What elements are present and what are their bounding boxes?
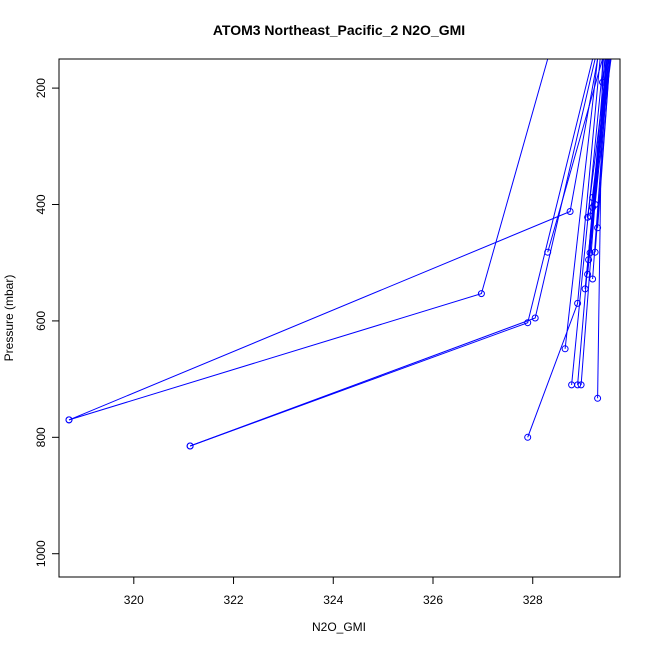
data-point <box>594 394 602 402</box>
profile-line <box>564 59 599 349</box>
y-tick-label: 600 <box>34 311 48 331</box>
profile-line <box>68 59 549 421</box>
data-point <box>581 285 589 293</box>
profile-line <box>597 59 611 228</box>
x-axis-label: N2O_GMI <box>312 620 366 634</box>
data-point <box>586 249 594 257</box>
data-point <box>477 290 485 298</box>
x-tick-label: 328 <box>523 593 543 607</box>
data-point <box>65 416 73 424</box>
profile-line <box>189 59 594 447</box>
data-point <box>586 212 594 220</box>
data-point <box>584 270 592 278</box>
profile-line <box>68 59 599 421</box>
data-point <box>599 78 606 86</box>
x-tick-label: 326 <box>423 593 443 607</box>
data-point <box>577 381 585 389</box>
data-point <box>589 194 597 201</box>
data-point <box>561 345 569 353</box>
profile-line <box>571 59 604 385</box>
data-point <box>591 201 599 208</box>
data-point <box>186 442 194 450</box>
data-point <box>589 275 597 283</box>
x-axis: 320 322 324 326 328 <box>124 577 543 607</box>
data-point <box>591 248 599 256</box>
data-layer <box>65 59 612 450</box>
plot-frame <box>58 58 621 578</box>
x-tick-label: 322 <box>224 593 244 607</box>
data-point <box>524 319 532 327</box>
profile-line <box>547 59 603 253</box>
data-point <box>524 433 532 441</box>
profile-line <box>587 59 608 218</box>
data-point <box>585 256 593 264</box>
data-point <box>574 381 582 389</box>
y-axis: 200 400 600 800 1000 <box>34 78 59 567</box>
y-axis-label: Pressure (mbar) <box>2 275 16 362</box>
data-point <box>531 314 539 322</box>
x-tick-label: 320 <box>124 593 144 607</box>
chart-title: ATOM3 Northeast_Pacific_2 N2O_GMI <box>213 22 465 38</box>
y-tick-label: 200 <box>34 78 48 98</box>
data-point <box>566 208 574 215</box>
profile-line <box>602 59 606 83</box>
y-tick-label: 400 <box>34 194 48 214</box>
y-tick-label: 800 <box>34 427 48 447</box>
profile-line <box>189 59 596 447</box>
y-tick-label: 1000 <box>34 540 48 567</box>
profile-line <box>527 59 601 438</box>
x-tick-label: 324 <box>323 593 343 607</box>
data-point <box>544 248 552 256</box>
data-point <box>594 224 602 232</box>
data-point <box>574 299 582 307</box>
